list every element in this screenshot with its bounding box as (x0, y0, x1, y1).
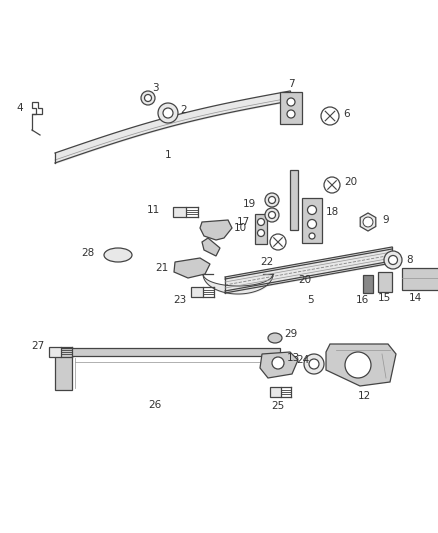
Text: 10: 10 (234, 223, 247, 233)
Text: 27: 27 (31, 341, 44, 351)
Circle shape (258, 230, 265, 237)
FancyBboxPatch shape (290, 170, 298, 230)
Text: 7: 7 (288, 79, 294, 89)
Circle shape (363, 217, 373, 227)
Circle shape (163, 108, 173, 118)
Text: 14: 14 (408, 293, 422, 303)
Ellipse shape (104, 248, 132, 262)
Text: 3: 3 (152, 83, 159, 93)
Text: 8: 8 (406, 255, 413, 265)
Circle shape (158, 103, 178, 123)
Text: 5: 5 (307, 295, 313, 305)
Text: 6: 6 (343, 109, 350, 119)
Circle shape (307, 206, 317, 214)
Polygon shape (326, 344, 396, 386)
Text: 12: 12 (357, 391, 371, 401)
Text: 26: 26 (148, 400, 162, 410)
Circle shape (265, 193, 279, 207)
Circle shape (270, 234, 286, 250)
Text: 24: 24 (296, 355, 309, 365)
Text: 15: 15 (378, 293, 391, 303)
Text: 18: 18 (326, 207, 339, 217)
Polygon shape (191, 287, 203, 297)
Circle shape (141, 91, 155, 105)
Polygon shape (270, 387, 281, 397)
Circle shape (265, 208, 279, 222)
Text: 28: 28 (82, 248, 95, 258)
Text: 17: 17 (237, 217, 250, 227)
Polygon shape (173, 207, 186, 217)
Polygon shape (200, 220, 232, 240)
FancyBboxPatch shape (378, 272, 392, 292)
FancyBboxPatch shape (363, 275, 373, 293)
Circle shape (287, 110, 295, 118)
Text: 25: 25 (272, 401, 285, 411)
Circle shape (145, 94, 152, 101)
Text: 22: 22 (260, 257, 273, 267)
Circle shape (309, 233, 315, 239)
FancyBboxPatch shape (280, 92, 302, 124)
Text: 2: 2 (180, 105, 187, 115)
Circle shape (258, 219, 265, 225)
Circle shape (389, 255, 398, 264)
Text: 13: 13 (287, 353, 300, 363)
Text: 19: 19 (243, 199, 256, 209)
Polygon shape (49, 346, 61, 358)
Circle shape (268, 197, 276, 204)
Text: 21: 21 (155, 263, 168, 273)
Text: 11: 11 (147, 205, 160, 215)
Text: 16: 16 (355, 295, 369, 305)
Text: 1: 1 (165, 150, 172, 160)
Circle shape (272, 357, 284, 369)
FancyBboxPatch shape (302, 198, 322, 243)
Text: 20: 20 (344, 177, 357, 187)
Circle shape (309, 359, 319, 369)
Circle shape (345, 352, 371, 378)
FancyBboxPatch shape (255, 214, 267, 244)
Text: 4: 4 (17, 103, 23, 113)
Circle shape (268, 212, 276, 219)
Circle shape (321, 107, 339, 125)
Polygon shape (32, 102, 42, 114)
Circle shape (324, 177, 340, 193)
Polygon shape (260, 352, 298, 378)
Text: 20: 20 (298, 275, 311, 285)
Polygon shape (174, 258, 210, 278)
Circle shape (307, 220, 317, 229)
Circle shape (384, 251, 402, 269)
Polygon shape (360, 213, 376, 231)
Ellipse shape (268, 333, 282, 343)
FancyBboxPatch shape (402, 268, 438, 290)
Circle shape (304, 354, 324, 374)
Text: 9: 9 (382, 215, 389, 225)
Text: 29: 29 (284, 329, 297, 339)
Polygon shape (55, 348, 280, 390)
Circle shape (287, 98, 295, 106)
Polygon shape (202, 238, 220, 256)
Text: 23: 23 (173, 295, 186, 305)
